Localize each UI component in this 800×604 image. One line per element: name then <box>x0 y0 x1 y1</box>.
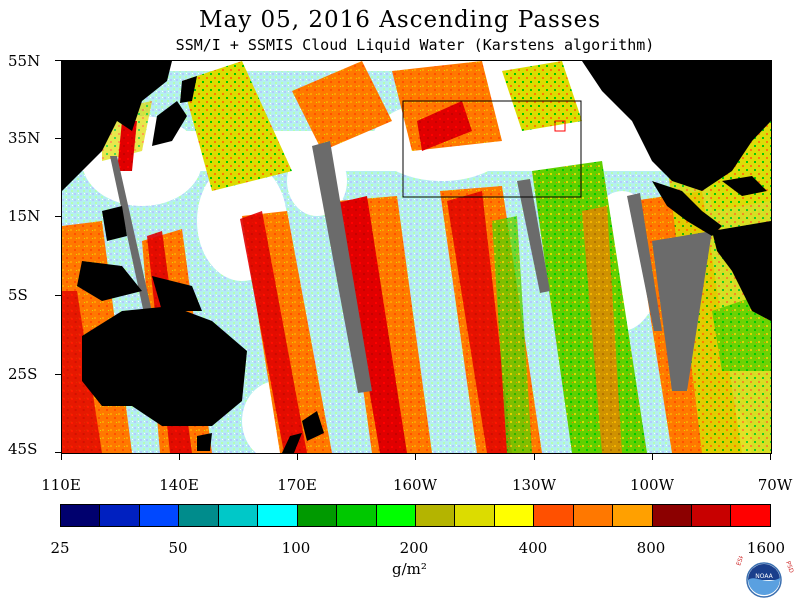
lon-tick <box>534 453 535 460</box>
lat-label-5s: 5S <box>8 286 28 304</box>
colorbar-swatch <box>692 505 732 526</box>
colorbar-swatch <box>218 505 259 526</box>
lon-tick <box>61 453 62 460</box>
lat-label-15n: 15N <box>8 207 41 225</box>
lon-tick <box>770 453 771 460</box>
colorbar-tick-label: 1600 <box>746 539 786 557</box>
lat-tick <box>55 60 61 61</box>
lon-label-170e: 170E <box>277 476 317 494</box>
lon-label-130w: 130W <box>511 476 557 494</box>
colorbar <box>60 504 771 527</box>
chart-subtitle: SSM/I + SSMIS Cloud Liquid Water (Karste… <box>175 36 655 54</box>
lat-tick <box>55 295 61 296</box>
colorbar-tick-label: 25 <box>50 539 70 557</box>
colorbar-tick-label: 50 <box>168 539 188 557</box>
colorbar-swatch <box>337 505 377 526</box>
colorbar-swatch <box>297 505 338 526</box>
lat-label-25s: 25S <box>8 365 38 383</box>
chart-title: May 05, 2016 Ascending Passes <box>198 7 602 33</box>
lon-tick <box>297 453 298 460</box>
lat-tick <box>55 374 61 375</box>
logo-left-text: ESRL <box>735 556 747 567</box>
colorbar-swatch <box>179 505 219 526</box>
colorbar-tick-label: 800 <box>636 539 666 557</box>
lat-label-45s: 45S <box>8 440 38 458</box>
lon-label-160w: 160W <box>392 476 438 494</box>
cloud-water-map <box>61 60 772 454</box>
colorbar-swatch <box>415 505 456 526</box>
colorbar-swatch <box>376 505 416 526</box>
colorbar-swatch <box>100 505 140 526</box>
colorbar-tick-label: 100 <box>281 539 311 557</box>
lon-tick <box>652 453 653 460</box>
lat-tick <box>55 138 61 139</box>
lat-label-55n: 55N <box>8 52 41 70</box>
colorbar-swatch <box>613 505 653 526</box>
lat-label-35n: 35N <box>8 129 41 147</box>
colorbar-swatch <box>494 505 535 526</box>
colorbar-swatch <box>573 505 614 526</box>
logo-emblem: NOAA <box>755 573 773 580</box>
noaa-esrl-psd-logo: NOAA ESRL PSD <box>734 549 795 600</box>
lon-tick <box>415 453 416 460</box>
colorbar-tick-label: 200 <box>399 539 429 557</box>
colorbar-swatch <box>652 505 692 526</box>
lon-label-100w: 100W <box>629 476 675 494</box>
logo-right-text: PSD <box>784 560 794 574</box>
colorbar-swatch <box>139 505 180 526</box>
lon-label-70w: 70W <box>757 476 793 494</box>
colorbar-swatch <box>61 505 101 526</box>
lon-label-140e: 140E <box>159 476 199 494</box>
land <box>62 61 771 453</box>
lon-tick <box>179 453 180 460</box>
lat-tick <box>55 452 61 453</box>
lat-tick <box>55 216 61 217</box>
no-data-gaps <box>110 61 730 393</box>
colorbar-units: g/m² <box>392 560 427 578</box>
colorbar-swatch <box>455 505 495 526</box>
lon-label-110e: 110E <box>41 476 81 494</box>
colorbar-swatch <box>258 505 298 526</box>
colorbar-swatch <box>731 505 770 526</box>
colorbar-tick-label: 400 <box>518 539 548 557</box>
colorbar-swatch <box>534 505 574 526</box>
